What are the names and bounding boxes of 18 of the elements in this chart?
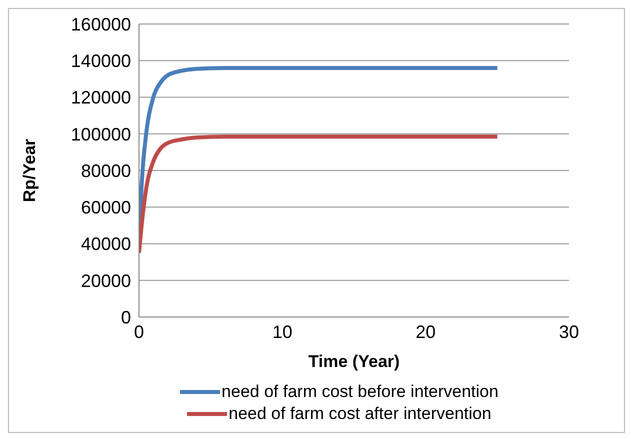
x-tick-label: 0 — [134, 322, 144, 342]
y-tick-label: 140000 — [70, 51, 131, 72]
y-tick-label: 160000 — [70, 14, 131, 34]
x-tick-label: 10 — [272, 322, 292, 342]
legend-label: need of farm cost after intervention — [228, 403, 492, 425]
y-tick-label: 120000 — [70, 88, 131, 108]
y-tick-label: 80000 — [80, 160, 131, 181]
y-tick-label: 40000 — [80, 234, 131, 254]
legend-label: need of farm cost before intervention — [222, 381, 498, 403]
y-tick-label: 0 — [120, 307, 131, 328]
y-tick-label: 20000 — [80, 270, 131, 291]
y-tick-label: 100000 — [70, 124, 131, 144]
x-tick-label: 20 — [416, 322, 436, 342]
x-axis-title: Time (Year) — [308, 352, 400, 371]
y-tick-label: 60000 — [80, 198, 131, 218]
x-tick-label: 30 — [558, 322, 580, 342]
line-series — [139, 134, 500, 255]
y-axis-title: Rp/Year — [20, 138, 40, 202]
